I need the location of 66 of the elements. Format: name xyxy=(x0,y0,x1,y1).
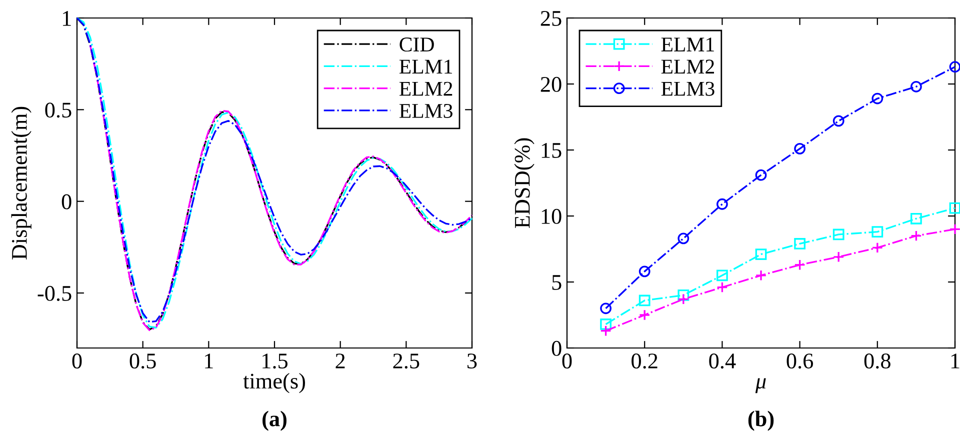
point xyxy=(755,248,767,260)
point xyxy=(794,259,806,271)
point xyxy=(910,230,922,242)
legend-label: ELM3 xyxy=(661,82,714,96)
legend-label: ELM2 xyxy=(399,82,452,96)
y-tick-label: 15 xyxy=(542,143,562,158)
legend-label: ELM3 xyxy=(399,104,452,118)
x-tick-label: 0.5 xyxy=(130,354,156,369)
point xyxy=(678,232,690,244)
y-tick-label: 5 xyxy=(552,275,562,290)
x-tick-label: 0.6 xyxy=(786,354,814,369)
point xyxy=(910,80,922,92)
point xyxy=(872,92,884,104)
point xyxy=(716,282,728,293)
x-tick-label: 1.5 xyxy=(262,354,288,369)
point xyxy=(600,318,612,330)
text: (b) xyxy=(748,410,774,431)
x-tick-label: 2.5 xyxy=(393,354,420,369)
x-tick-label: 0 xyxy=(72,354,82,368)
y-tick-label: 1 xyxy=(62,11,71,26)
point xyxy=(832,228,844,240)
point xyxy=(949,202,960,214)
x-axis-title: μ xyxy=(755,378,766,394)
point xyxy=(832,251,844,263)
point xyxy=(949,61,960,73)
x-tick-label: 0.8 xyxy=(864,354,890,369)
point xyxy=(755,270,767,282)
y-axis-title: EDSD(%) xyxy=(514,138,534,228)
y-tick-label: -0.5 xyxy=(38,286,72,302)
point xyxy=(872,226,884,238)
point xyxy=(910,212,922,224)
text: (a) xyxy=(262,410,286,431)
point xyxy=(638,309,650,321)
x-axis-title: time(s) xyxy=(243,373,305,394)
y-axis-title: Displacement(m) xyxy=(11,106,32,260)
x-tick-label: 1 xyxy=(951,354,960,368)
legend-label: CID xyxy=(400,38,434,52)
point xyxy=(600,302,612,314)
point xyxy=(872,242,884,254)
point xyxy=(794,238,806,250)
point xyxy=(755,169,767,181)
point xyxy=(678,290,690,301)
legend-label: ELM1 xyxy=(399,60,452,74)
y-tick-label: 20 xyxy=(540,76,562,92)
y-tick-label: 0 xyxy=(62,194,72,210)
y-tick-label: 0.5 xyxy=(45,102,72,118)
x-tick-label: 1 xyxy=(205,354,213,368)
point xyxy=(832,115,844,127)
point xyxy=(638,266,650,278)
y-tick-label: 0 xyxy=(552,340,562,356)
legend-label: ELM1 xyxy=(661,38,714,52)
x-tick-label: 0 xyxy=(562,354,572,368)
point xyxy=(716,198,728,210)
point xyxy=(716,270,728,282)
x-tick-label: 0.4 xyxy=(709,354,736,369)
point xyxy=(678,293,690,305)
point xyxy=(949,224,960,235)
point xyxy=(794,142,806,154)
legend-label: ELM2 xyxy=(661,60,714,74)
y-tick-label: 25 xyxy=(540,10,562,26)
point xyxy=(638,294,650,306)
x-tick-label: 2 xyxy=(336,354,345,368)
x-tick-label: 0.2 xyxy=(632,354,658,369)
point xyxy=(600,325,612,337)
y-tick-label: 10 xyxy=(542,208,562,224)
x-tick-label: 3 xyxy=(468,354,477,368)
